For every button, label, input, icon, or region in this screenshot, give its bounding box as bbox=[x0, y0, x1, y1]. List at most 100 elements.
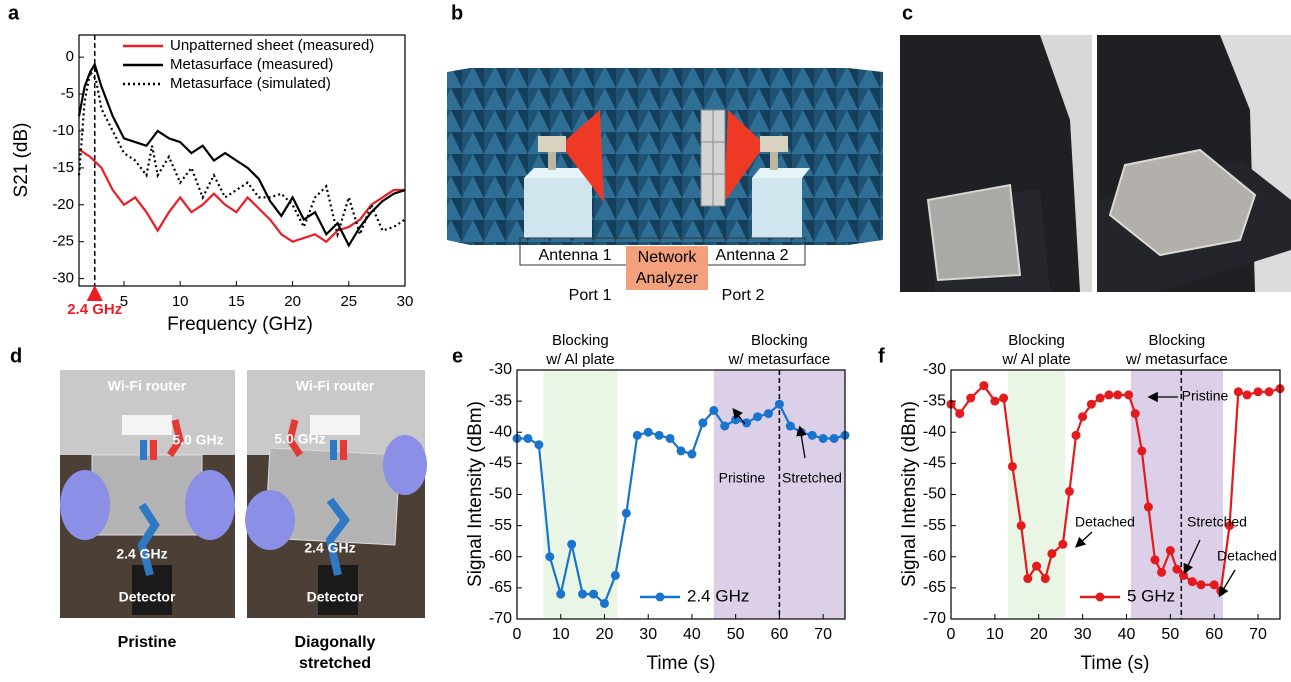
label: Analyzer bbox=[636, 270, 699, 287]
data-point bbox=[764, 409, 773, 418]
region-label: Blocking bbox=[1008, 332, 1065, 349]
annotation: Stretched bbox=[782, 470, 842, 486]
label: Antenna 2 bbox=[716, 247, 789, 264]
label: Detector bbox=[307, 589, 364, 605]
data-point bbox=[589, 590, 598, 599]
y-tick-label: -35 bbox=[489, 392, 512, 409]
y-tick-label: -40 bbox=[489, 423, 512, 440]
stand-top bbox=[752, 168, 810, 178]
data-point bbox=[1065, 487, 1074, 496]
region-label: Blocking bbox=[751, 332, 808, 349]
x-tick-label: 40 bbox=[683, 626, 701, 643]
legend-label: Metasurface (simulated) bbox=[170, 75, 331, 92]
y-tick-label: -20 bbox=[52, 196, 74, 213]
data-point bbox=[534, 440, 543, 449]
antenna-mount bbox=[538, 136, 566, 152]
chamber-diagram: Antenna 1 Antenna 2 Network Analyzer Por… bbox=[447, 68, 883, 304]
x-tick-label: 0 bbox=[947, 626, 956, 643]
y-axis-label: Signal Intensity (dBm) bbox=[465, 401, 486, 587]
y-tick-label: -35 bbox=[923, 392, 946, 409]
data-point bbox=[1087, 400, 1096, 409]
stand-box bbox=[524, 178, 592, 238]
region-label: w/ metasurface bbox=[728, 351, 831, 368]
data-point bbox=[677, 446, 686, 455]
region-label: Blocking bbox=[552, 332, 609, 349]
annotation: Stretched bbox=[1187, 514, 1247, 530]
y-tick-label: -65 bbox=[923, 579, 946, 596]
x-tick-label: 10 bbox=[172, 293, 189, 310]
x-tick-label: 10 bbox=[986, 626, 1004, 643]
data-point bbox=[1234, 387, 1243, 396]
y-axis-label: Signal Intensity (dBm) bbox=[899, 401, 920, 587]
data-point bbox=[1243, 390, 1252, 399]
data-point bbox=[1041, 574, 1050, 583]
y-tick-label: -45 bbox=[489, 455, 512, 472]
data-point bbox=[622, 509, 631, 518]
annotation-arrow bbox=[1077, 532, 1092, 546]
data-point bbox=[1113, 390, 1122, 399]
data-point bbox=[556, 590, 565, 599]
x-axis-label: Time (s) bbox=[647, 653, 716, 674]
data-point bbox=[966, 394, 975, 403]
label: Wi-Fi router bbox=[108, 378, 187, 394]
x-tick-label: 20 bbox=[596, 626, 614, 643]
data-point bbox=[611, 571, 620, 580]
x-tick-label: 0 bbox=[513, 626, 522, 643]
y-tick-label: -70 bbox=[489, 610, 512, 627]
annotation: Pristine bbox=[1182, 388, 1229, 404]
x-axis-label: Time (s) bbox=[1081, 653, 1150, 674]
label: Port 1 bbox=[569, 287, 612, 304]
x-tick-label: 15 bbox=[228, 293, 245, 310]
y-tick-label: -65 bbox=[489, 579, 512, 596]
caption: Diagonally bbox=[295, 634, 376, 651]
data-point bbox=[1104, 390, 1113, 399]
x-tick-label: 40 bbox=[1118, 626, 1136, 643]
legend-marker bbox=[656, 593, 665, 602]
data-point bbox=[1023, 574, 1032, 583]
data-point bbox=[1124, 390, 1133, 399]
data-point bbox=[979, 381, 988, 390]
y-tick-label: -30 bbox=[489, 361, 512, 378]
data-point bbox=[830, 434, 839, 443]
data-point bbox=[698, 418, 707, 427]
figure: a b c d e f Antenna 1 Antenna 2 Network … bbox=[0, 0, 1291, 682]
data-point bbox=[1078, 412, 1087, 421]
label: 5.0 GHz bbox=[172, 432, 223, 448]
data-point bbox=[1032, 562, 1041, 571]
data-point bbox=[1008, 462, 1017, 471]
data-point bbox=[808, 431, 817, 440]
data-point bbox=[666, 434, 675, 443]
data-point bbox=[1254, 387, 1263, 396]
legend-label: 5 GHz bbox=[1127, 586, 1175, 605]
data-point bbox=[1017, 521, 1026, 530]
stand-box bbox=[752, 178, 802, 238]
y-tick-label: -5 bbox=[61, 85, 74, 102]
x-tick-label: 50 bbox=[727, 626, 745, 643]
y-tick-label: -30 bbox=[923, 361, 946, 378]
region-label: w/ Al plate bbox=[1001, 351, 1070, 368]
label: 5.0 GHz bbox=[274, 431, 325, 447]
data-point bbox=[1265, 387, 1274, 396]
data-point bbox=[775, 400, 784, 409]
data-point bbox=[644, 428, 653, 437]
annotation: Pristine bbox=[719, 470, 766, 486]
data-point bbox=[1058, 540, 1067, 549]
data-point bbox=[1096, 394, 1105, 403]
data-point bbox=[819, 434, 828, 443]
wall-right bbox=[848, 68, 883, 245]
region-label: w/ Al plate bbox=[545, 351, 614, 368]
y-axis-label: S21 (dB) bbox=[11, 123, 32, 198]
x-tick-label: 20 bbox=[284, 293, 301, 310]
panel-label: a bbox=[8, 2, 20, 24]
x-tick-label: 10 bbox=[552, 626, 570, 643]
data-point bbox=[1179, 571, 1188, 580]
y-tick-label: -50 bbox=[923, 486, 946, 503]
panel-label: e bbox=[452, 345, 463, 367]
panel-label: f bbox=[878, 345, 885, 367]
label: 2.4 GHz bbox=[304, 540, 355, 556]
panel-label: b bbox=[451, 2, 463, 24]
wall-left bbox=[447, 68, 470, 245]
data-point bbox=[720, 422, 729, 431]
panel-label: d bbox=[10, 345, 22, 367]
y-tick-label: -55 bbox=[923, 517, 946, 534]
